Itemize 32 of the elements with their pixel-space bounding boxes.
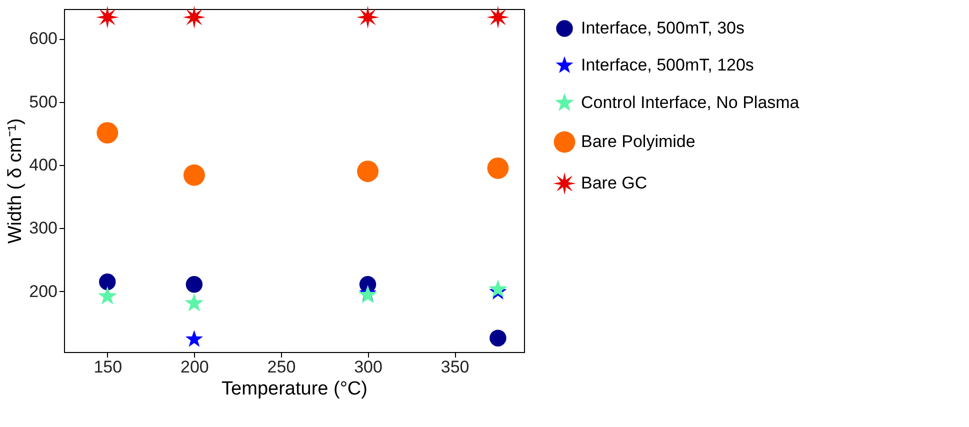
y-tick-label: 500 [29,92,58,112]
point [486,6,510,29]
y-tick-label: 400 [29,156,58,175]
point [183,164,205,186]
x-tick-label: 150 [94,358,122,376]
x-tick-label: 250 [267,358,296,376]
legend-label: Interface, 500mT, 30s [581,18,744,38]
point [488,279,508,298]
point [96,6,119,29]
y-tick-label: 600 [29,29,58,48]
legend-label: Bare GC [581,174,648,192]
point [96,122,118,144]
x-axis-title: Temperature (°C) [222,378,368,400]
point [185,330,203,347]
legend-label: Interface, 500mT, 120s [581,56,754,74]
x-tick-label: 200 [180,358,209,376]
point [356,6,380,29]
x-tick-label: 350 [440,358,470,376]
point [357,160,378,182]
point [490,330,506,346]
point [184,293,204,312]
point [487,157,509,179]
y-axis-title: Width ( δ cm⁻¹) [5,118,26,244]
point [182,6,206,29]
point [98,286,117,305]
y-tick-label: 300 [29,218,58,238]
point [99,274,116,290]
legend-label: Control Interface, No Plasma [581,93,800,112]
x-tick-label: 300 [354,358,382,376]
y-tick-label: 200 [29,282,58,301]
legend-label: Bare Polyimide [581,132,696,151]
point [186,276,203,293]
